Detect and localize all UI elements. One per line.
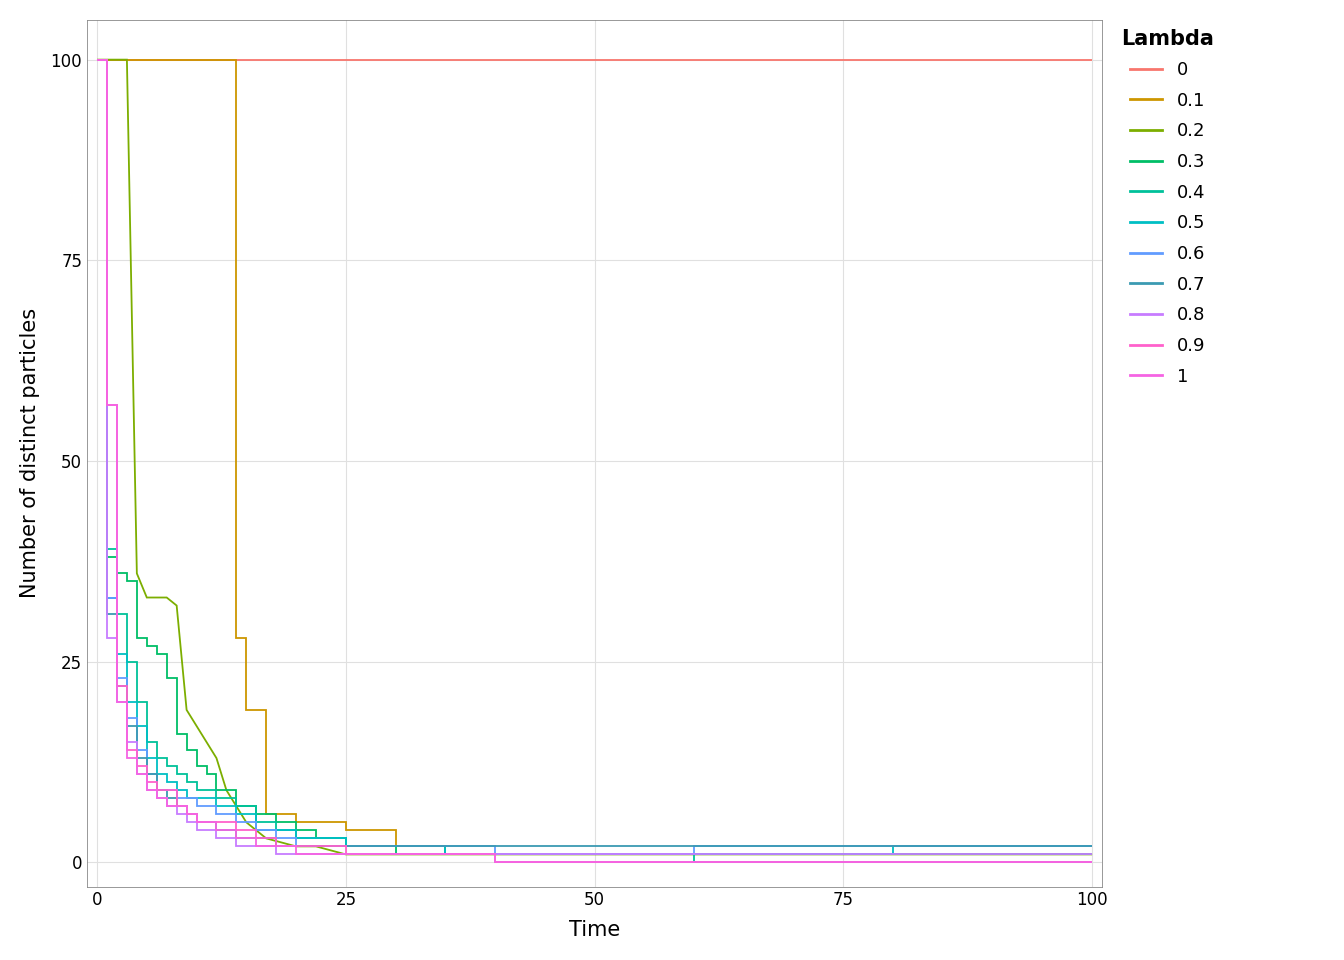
Y-axis label: Number of distinct particles: Number of distinct particles: [20, 308, 39, 598]
X-axis label: Time: Time: [569, 921, 620, 941]
Legend: 0, 0.1, 0.2, 0.3, 0.4, 0.5, 0.6, 0.7, 0.8, 0.9, 1: 0, 0.1, 0.2, 0.3, 0.4, 0.5, 0.6, 0.7, 0.…: [1121, 29, 1214, 386]
